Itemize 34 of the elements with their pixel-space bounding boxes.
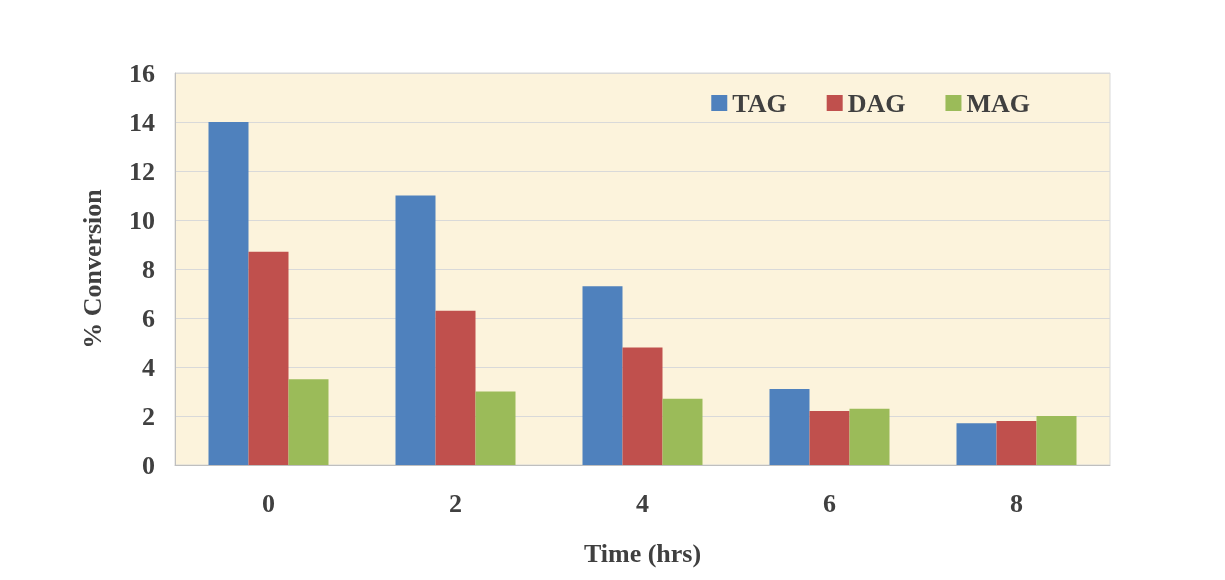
y-tick-label: 14 (129, 107, 155, 137)
x-tick-label: 0 (262, 488, 275, 518)
y-tick-label: 2 (142, 401, 155, 431)
x-tick-label: 8 (1010, 488, 1023, 518)
bar (956, 423, 997, 465)
bar (435, 310, 476, 465)
bar (582, 286, 623, 465)
bar (662, 398, 703, 465)
legend-label: TAG (732, 88, 787, 118)
x-tick-label: 2 (449, 488, 462, 518)
y-tick-label: 6 (142, 303, 155, 333)
y-tick-label: 12 (129, 156, 155, 186)
bar (248, 251, 289, 465)
x-tick-label: 6 (823, 488, 836, 518)
legend-label: DAG (847, 88, 906, 118)
y-tick-label: 4 (142, 352, 155, 382)
y-tick-label: 10 (129, 205, 155, 235)
y-tick-label: 0 (142, 450, 155, 480)
y-tick-label: 16 (129, 58, 155, 88)
bar (288, 379, 329, 465)
bar (996, 420, 1037, 465)
bar (1036, 416, 1077, 465)
bar (208, 122, 249, 465)
bar (622, 347, 663, 465)
bar (395, 195, 436, 465)
x-axis-title: Time (hrs) (583, 538, 702, 568)
y-tick-label: 8 (142, 254, 155, 284)
bar (849, 408, 890, 465)
x-tick-label: 4 (636, 488, 649, 518)
legend-label: MAG (966, 88, 1031, 118)
bar (809, 411, 850, 465)
y-axis-title: % Conversion (77, 188, 107, 349)
bar (475, 391, 516, 465)
bar (769, 389, 810, 465)
